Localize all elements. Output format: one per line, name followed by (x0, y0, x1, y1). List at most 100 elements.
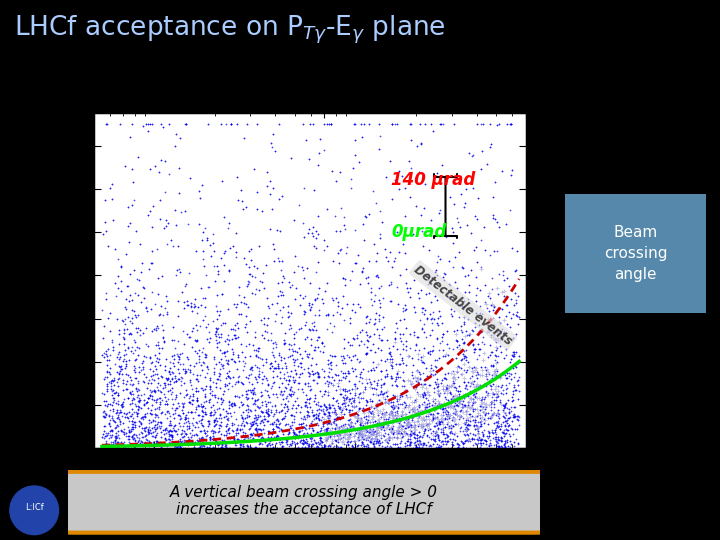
Point (248, 416, 260, 425)
Point (213, 427, 225, 436)
Point (323, 368, 335, 377)
Point (158, 326, 169, 335)
Point (399, 398, 410, 407)
Point (288, 215, 300, 224)
Point (511, 415, 523, 424)
Point (370, 429, 382, 438)
Point (312, 411, 324, 420)
Point (324, 418, 336, 427)
Point (323, 377, 335, 386)
Point (492, 387, 503, 396)
Point (356, 438, 368, 447)
Point (312, 370, 324, 379)
Point (289, 434, 301, 442)
Point (401, 437, 413, 445)
Point (127, 386, 138, 395)
Point (124, 388, 135, 397)
Point (228, 373, 239, 382)
Point (369, 348, 381, 356)
Point (424, 347, 436, 356)
Point (506, 417, 518, 426)
Point (266, 205, 278, 213)
Point (479, 246, 490, 255)
Point (398, 426, 410, 435)
Point (101, 430, 112, 439)
Point (114, 120, 126, 129)
Point (180, 429, 192, 438)
Point (148, 396, 160, 404)
Point (339, 275, 351, 284)
Point (420, 333, 431, 342)
Point (186, 384, 198, 393)
Point (230, 392, 241, 400)
Point (419, 180, 431, 189)
Point (408, 422, 420, 431)
Point (342, 435, 354, 443)
Point (451, 336, 462, 345)
Point (163, 421, 175, 430)
Point (513, 415, 524, 424)
Point (159, 434, 171, 442)
Point (240, 312, 252, 321)
Point (100, 439, 112, 448)
Point (431, 355, 443, 364)
Point (117, 385, 129, 394)
Point (116, 411, 127, 420)
Point (442, 407, 454, 416)
Point (448, 383, 459, 391)
Point (422, 437, 433, 446)
Point (345, 418, 356, 427)
Point (431, 279, 442, 287)
Point (384, 433, 396, 441)
Point (449, 409, 461, 417)
Point (276, 388, 287, 397)
Point (269, 410, 280, 418)
Point (210, 420, 222, 429)
Point (400, 323, 412, 332)
Point (224, 373, 235, 382)
Point (293, 427, 305, 436)
Point (500, 429, 512, 437)
Point (282, 402, 293, 411)
Point (215, 430, 227, 438)
Point (215, 364, 226, 373)
Point (418, 406, 430, 415)
Point (503, 421, 515, 429)
Point (392, 427, 404, 436)
Point (482, 321, 494, 330)
Point (299, 184, 310, 193)
Point (331, 396, 343, 404)
Point (266, 440, 278, 448)
Point (408, 421, 419, 430)
Point (310, 391, 321, 400)
Point (116, 399, 127, 408)
Point (208, 261, 220, 270)
Point (466, 378, 477, 387)
Point (115, 437, 127, 446)
Point (331, 428, 343, 437)
Point (184, 333, 195, 341)
Point (407, 428, 418, 436)
Point (160, 355, 171, 363)
Point (498, 402, 510, 410)
Point (333, 434, 344, 443)
Point (384, 354, 396, 363)
Point (400, 424, 412, 433)
Point (144, 409, 156, 418)
Point (418, 398, 430, 407)
Point (396, 400, 408, 408)
Point (271, 431, 283, 440)
Point (174, 411, 185, 420)
Point (242, 120, 253, 129)
Point (200, 397, 212, 406)
Point (261, 406, 272, 415)
Point (313, 409, 325, 417)
Point (295, 420, 307, 428)
Point (408, 302, 420, 311)
Point (310, 234, 322, 242)
Point (303, 369, 315, 377)
Point (163, 170, 175, 179)
Point (297, 435, 309, 444)
Point (297, 218, 309, 227)
Point (451, 337, 463, 346)
